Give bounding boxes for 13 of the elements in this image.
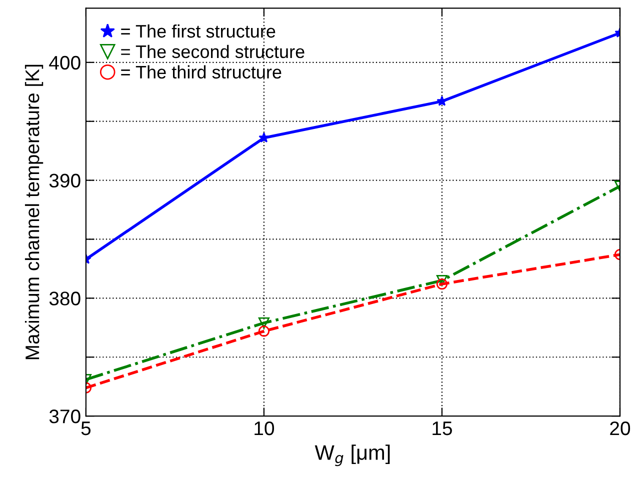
y-tick-label: 380: [49, 292, 80, 306]
legend-label: = The third structure: [121, 65, 282, 79]
x-tick-label: 20: [610, 421, 630, 436]
y-tick-label: 400: [49, 56, 80, 70]
x-tick-label: 5: [81, 422, 91, 436]
x-tick-label: 15: [432, 422, 452, 436]
x-axis-title: W$_{g}$ [μm]: [314, 444, 390, 466]
legend-label: = The first structure: [121, 24, 276, 38]
x-tick-label: 10: [254, 421, 274, 436]
y-tick-label: 390: [49, 174, 80, 188]
y-tick-label: 370: [49, 410, 80, 424]
legend-label: = The second structure: [121, 44, 304, 58]
y-axis-title: Maximum channel temperature [K]: [24, 64, 44, 360]
